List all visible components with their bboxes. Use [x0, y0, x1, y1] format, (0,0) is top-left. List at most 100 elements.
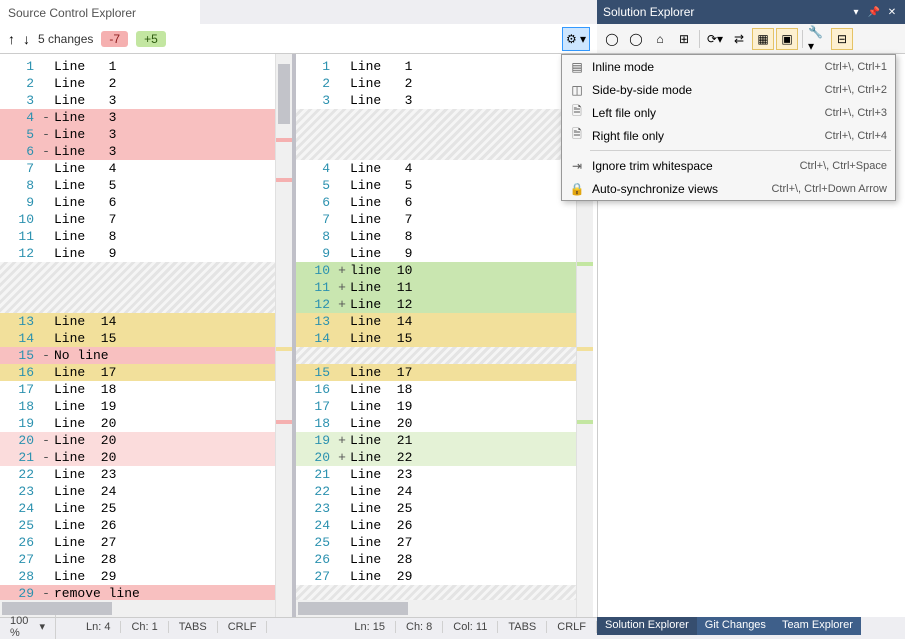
code-line[interactable]: 10Line 7: [0, 211, 292, 228]
forward-button[interactable]: ◯: [625, 28, 647, 50]
code-line[interactable]: 28Line 29: [0, 568, 292, 585]
code-line[interactable]: 2Line 2: [0, 75, 292, 92]
code-line[interactable]: 25Line 26: [0, 517, 292, 534]
preview-button[interactable]: ⊟: [831, 28, 853, 50]
code-line[interactable]: [0, 262, 292, 279]
line-content: Line 26: [348, 518, 593, 533]
code-line[interactable]: 26Line 28: [296, 551, 593, 568]
refresh-icon: ⟳▾: [707, 32, 723, 46]
right-h-scrollbar[interactable]: [296, 600, 576, 617]
code-line[interactable]: [0, 296, 292, 313]
code-line[interactable]: 2Line 2: [296, 75, 593, 92]
code-line[interactable]: 16Line 17: [0, 364, 292, 381]
menu-item[interactable]: ▤Inline modeCtrl+\, Ctrl+1: [562, 55, 895, 78]
code-line[interactable]: 1Line 1: [0, 58, 292, 75]
sync-button[interactable]: ⇄: [728, 28, 750, 50]
code-line[interactable]: 26Line 27: [0, 534, 292, 551]
left-scrollbar[interactable]: [275, 54, 292, 617]
line-content: Line 25: [348, 501, 593, 516]
code-line[interactable]: 4-Line 3: [0, 109, 292, 126]
code-line[interactable]: 14Line 15: [296, 330, 593, 347]
code-line[interactable]: 22Line 24: [296, 483, 593, 500]
show-all-files-button[interactable]: ▦: [752, 28, 774, 50]
code-line[interactable]: 17Line 18: [0, 381, 292, 398]
code-line[interactable]: 22Line 23: [0, 466, 292, 483]
code-line[interactable]: 27Line 29: [296, 568, 593, 585]
code-line[interactable]: 5-Line 3: [0, 126, 292, 143]
code-line[interactable]: 27Line 28: [0, 551, 292, 568]
code-line[interactable]: 19+Line 21: [296, 432, 593, 449]
code-line[interactable]: 20-Line 20: [0, 432, 292, 449]
right-pane[interactable]: 1Line 12Line 23Line 3 4Line 45Line 56Line…: [296, 54, 593, 617]
code-line[interactable]: 11Line 8: [0, 228, 292, 245]
code-line[interactable]: 12+Line 12: [296, 296, 593, 313]
menu-item[interactable]: 🗎Left file onlyCtrl+\, Ctrl+3: [562, 101, 895, 124]
menu-item[interactable]: 🔒Auto-synchronize viewsCtrl+\, Ctrl+Down…: [562, 177, 895, 200]
code-line[interactable]: 4Line 4: [296, 160, 593, 177]
code-line[interactable]: 18Line 20: [296, 415, 593, 432]
code-line[interactable]: 19Line 20: [0, 415, 292, 432]
right-tabs-status: TABS: [498, 621, 547, 633]
code-line[interactable]: [296, 109, 593, 126]
line-content: Line 17: [52, 365, 292, 380]
code-line[interactable]: 1Line 1: [296, 58, 593, 75]
code-line[interactable]: [296, 347, 593, 364]
code-line[interactable]: 8Line 5: [0, 177, 292, 194]
tab-git-changes[interactable]: Git Changes: [697, 617, 774, 635]
code-line[interactable]: 21Line 23: [296, 466, 593, 483]
code-line[interactable]: 3Line 3: [296, 92, 593, 109]
properties-button[interactable]: 🔧▾: [807, 28, 829, 50]
code-line[interactable]: 9Line 6: [0, 194, 292, 211]
code-line[interactable]: 7Line 7: [296, 211, 593, 228]
code-line[interactable]: 23Line 25: [296, 500, 593, 517]
code-line[interactable]: 17Line 19: [296, 398, 593, 415]
code-line[interactable]: 15Line 17: [296, 364, 593, 381]
switch-views-button[interactable]: ⊞: [673, 28, 695, 50]
code-line[interactable]: 12Line 9: [0, 245, 292, 262]
refresh-button[interactable]: ⟳▾: [704, 28, 726, 50]
code-line[interactable]: 13Line 14: [296, 313, 593, 330]
line-content: Line 24: [348, 484, 593, 499]
code-line[interactable]: [0, 279, 292, 296]
code-line[interactable]: 21-Line 20: [0, 449, 292, 466]
code-line[interactable]: 13Line 14: [0, 313, 292, 330]
code-line[interactable]: 11+Line 11: [296, 279, 593, 296]
tab-source-control[interactable]: Source Control Explorer: [0, 0, 200, 24]
code-line[interactable]: 18Line 19: [0, 398, 292, 415]
code-line[interactable]: 9Line 9: [296, 245, 593, 262]
tab-solution-explorer[interactable]: Solution Explorer: [597, 617, 697, 635]
code-line[interactable]: [296, 126, 593, 143]
code-line[interactable]: 15-No line: [0, 347, 292, 364]
code-line[interactable]: 6Line 6: [296, 194, 593, 211]
code-line[interactable]: 16Line 18: [296, 381, 593, 398]
code-line[interactable]: 5Line 5: [296, 177, 593, 194]
menu-item[interactable]: 🗎Right file onlyCtrl+\, Ctrl+4: [562, 124, 895, 147]
next-diff-button[interactable]: ↓: [23, 31, 30, 47]
code-line[interactable]: 24Line 26: [296, 517, 593, 534]
menu-item[interactable]: ◫Side-by-side modeCtrl+\, Ctrl+2: [562, 78, 895, 101]
code-line[interactable]: 7Line 4: [0, 160, 292, 177]
code-line[interactable]: 23Line 24: [0, 483, 292, 500]
pin-icon[interactable]: 📌: [867, 7, 881, 18]
code-line[interactable]: 3Line 3: [0, 92, 292, 109]
code-line[interactable]: 8Line 8: [296, 228, 593, 245]
code-line[interactable]: 10+line 10: [296, 262, 593, 279]
code-line[interactable]: 14Line 15: [0, 330, 292, 347]
left-pane[interactable]: 1Line 12Line 23Line 34-Line 35-Line 36-L…: [0, 54, 296, 617]
code-line[interactable]: 6-Line 3: [0, 143, 292, 160]
menu-item[interactable]: ⇥Ignore trim whitespaceCtrl+\, Ctrl+Spac…: [562, 154, 895, 177]
code-line[interactable]: [296, 143, 593, 160]
close-icon[interactable]: ✕: [885, 7, 899, 18]
code-line[interactable]: 24Line 25: [0, 500, 292, 517]
scroll-mark: [276, 420, 292, 424]
window-dropdown-icon[interactable]: ▾: [849, 7, 863, 18]
code-line[interactable]: 20+Line 22: [296, 449, 593, 466]
code-line[interactable]: 25Line 27: [296, 534, 593, 551]
back-button[interactable]: ◯: [601, 28, 623, 50]
collapse-button[interactable]: ▣: [776, 28, 798, 50]
chevron-down-icon: ▾: [39, 620, 45, 633]
home-button[interactable]: ⌂: [649, 28, 671, 50]
prev-diff-button[interactable]: ↑: [8, 31, 15, 47]
tab-team-explorer[interactable]: Team Explorer: [774, 617, 861, 635]
diff-settings-button[interactable]: ⚙ ▾: [562, 27, 590, 51]
